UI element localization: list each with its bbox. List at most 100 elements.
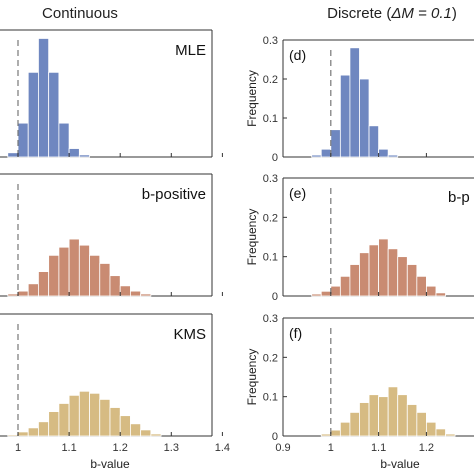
- histogram-bar: [17, 122, 29, 158]
- histogram-bar: [17, 431, 29, 437]
- histogram-bar: [311, 154, 322, 158]
- histogram-bar: [38, 38, 50, 158]
- histogram-bar: [320, 433, 332, 437]
- x-tick-label: 1: [15, 442, 21, 454]
- histogram-bar: [359, 402, 370, 437]
- histogram-bar: [339, 275, 351, 297]
- panel-label: (f): [289, 325, 302, 341]
- histogram-bar: [406, 404, 418, 437]
- histogram-bar: [435, 292, 446, 297]
- panel-title: b-p: [448, 189, 470, 206]
- histogram-bar: [349, 264, 360, 297]
- histogram-bar: [330, 429, 341, 437]
- histogram-bar: [27, 71, 39, 158]
- column-title-discrete: Discrete (ΔM = 0.1): [327, 5, 457, 22]
- histogram-bar: [68, 394, 80, 437]
- histogram-bar: [349, 411, 360, 437]
- y-axis-label: Frequency: [245, 70, 259, 127]
- y-tick-label: 0.1: [263, 252, 278, 264]
- histogram-bar: [58, 403, 70, 437]
- histogram-bar: [119, 285, 131, 297]
- histogram-bar: [378, 396, 389, 437]
- histogram-bar: [48, 254, 60, 297]
- y-axis-label: Frequency: [245, 349, 259, 406]
- histogram-bar: [368, 394, 380, 437]
- panel-right-top: 0 0.1 0.2 0.3 Frequency (d): [245, 35, 474, 164]
- histogram-bar: [89, 392, 101, 437]
- x-tick-label: 1.1: [371, 442, 386, 454]
- histogram-bar: [38, 271, 50, 297]
- panel-left-bottom: 1 1.1 1.2 1.3 1.4 b-value KMS: [0, 313, 230, 471]
- histogram-bar: [359, 252, 370, 297]
- histogram-bar: [368, 244, 380, 297]
- histogram-bar: [109, 275, 121, 297]
- histogram-bar: [99, 398, 111, 437]
- histogram-bar: [68, 238, 80, 297]
- histogram-bar: [311, 293, 322, 297]
- y-tick-label: 0.2: [263, 352, 278, 364]
- x-axis-label: b-value: [90, 457, 130, 471]
- panel-right-bottom: 0.9 1 1.1 1.2 0 0.1 0.2 0.3 Frequency b-value (f): [245, 313, 474, 471]
- panel-left-top: MLE: [0, 29, 223, 158]
- histogram-bar: [99, 263, 111, 297]
- histogram-bar: [406, 264, 418, 297]
- histogram-bar: [27, 283, 39, 297]
- histogram-bar: [339, 74, 351, 158]
- histogram-bar: [48, 411, 60, 437]
- histogram-bar: [140, 293, 152, 297]
- histogram-bar: [68, 148, 80, 158]
- histogram-bar: [445, 433, 456, 437]
- y-tick-label: 0: [272, 431, 278, 443]
- panel-title: b-positive: [142, 186, 206, 203]
- x-tick-label: 1.3: [164, 442, 179, 454]
- y-tick-label: 0.1: [263, 113, 278, 125]
- histogram-bar: [397, 256, 408, 297]
- histogram-bar: [7, 152, 19, 158]
- x-tick-label: 0.9: [275, 442, 290, 454]
- histogram-bar: [359, 78, 370, 158]
- column-title-discrete-suffix: ): [452, 5, 457, 22]
- y-tick-label: 0.3: [263, 35, 278, 47]
- y-tick-label: 0.2: [263, 74, 278, 86]
- histogram-bar: [320, 148, 332, 158]
- histogram-bar: [425, 421, 437, 437]
- y-tick-label: 0.1: [263, 392, 278, 404]
- panel-right-middle: 0 0.1 0.2 0.3 Frequency b-p (e): [245, 173, 474, 303]
- histogram-bar: [330, 285, 341, 297]
- histogram-bar: [27, 427, 39, 437]
- histogram-bar: [7, 434, 19, 437]
- column-title-discrete-prefix: Discrete (: [327, 5, 391, 22]
- histogram-bar: [58, 122, 70, 158]
- histogram-bar: [48, 71, 60, 158]
- panel-title: KMS: [173, 326, 206, 343]
- histogram-bar: [320, 290, 332, 297]
- histogram-bar: [17, 290, 29, 297]
- y-tick-label: 0: [272, 291, 278, 303]
- histogram-bar: [89, 254, 101, 297]
- histogram-bar: [387, 386, 399, 437]
- histogram-bar: [339, 421, 351, 437]
- histogram-bar: [38, 421, 50, 437]
- histogram-bar: [130, 290, 142, 297]
- histogram-bar: [130, 423, 142, 437]
- y-tick-label: 0.3: [263, 173, 278, 185]
- histogram-bar: [416, 275, 427, 297]
- y-tick-label: 0.2: [263, 212, 278, 224]
- histogram-bar: [349, 47, 360, 158]
- panel-label: (d): [289, 47, 306, 63]
- histogram-bar: [425, 285, 437, 297]
- histogram-bar: [330, 129, 341, 158]
- histogram-bar: [416, 411, 427, 437]
- panel-left-middle: b-positive: [0, 173, 223, 297]
- x-tick-label: 1: [328, 442, 334, 454]
- histogram-bar: [378, 148, 389, 158]
- x-tick-label: 1.4: [215, 442, 230, 454]
- histogram-bar: [387, 248, 399, 297]
- histogram-bar: [78, 244, 90, 297]
- histogram-bar: [397, 394, 408, 437]
- histogram-bar: [78, 154, 90, 158]
- panel-title: MLE: [175, 42, 206, 59]
- panel-label: (e): [289, 185, 306, 201]
- y-tick-label: 0: [272, 152, 278, 164]
